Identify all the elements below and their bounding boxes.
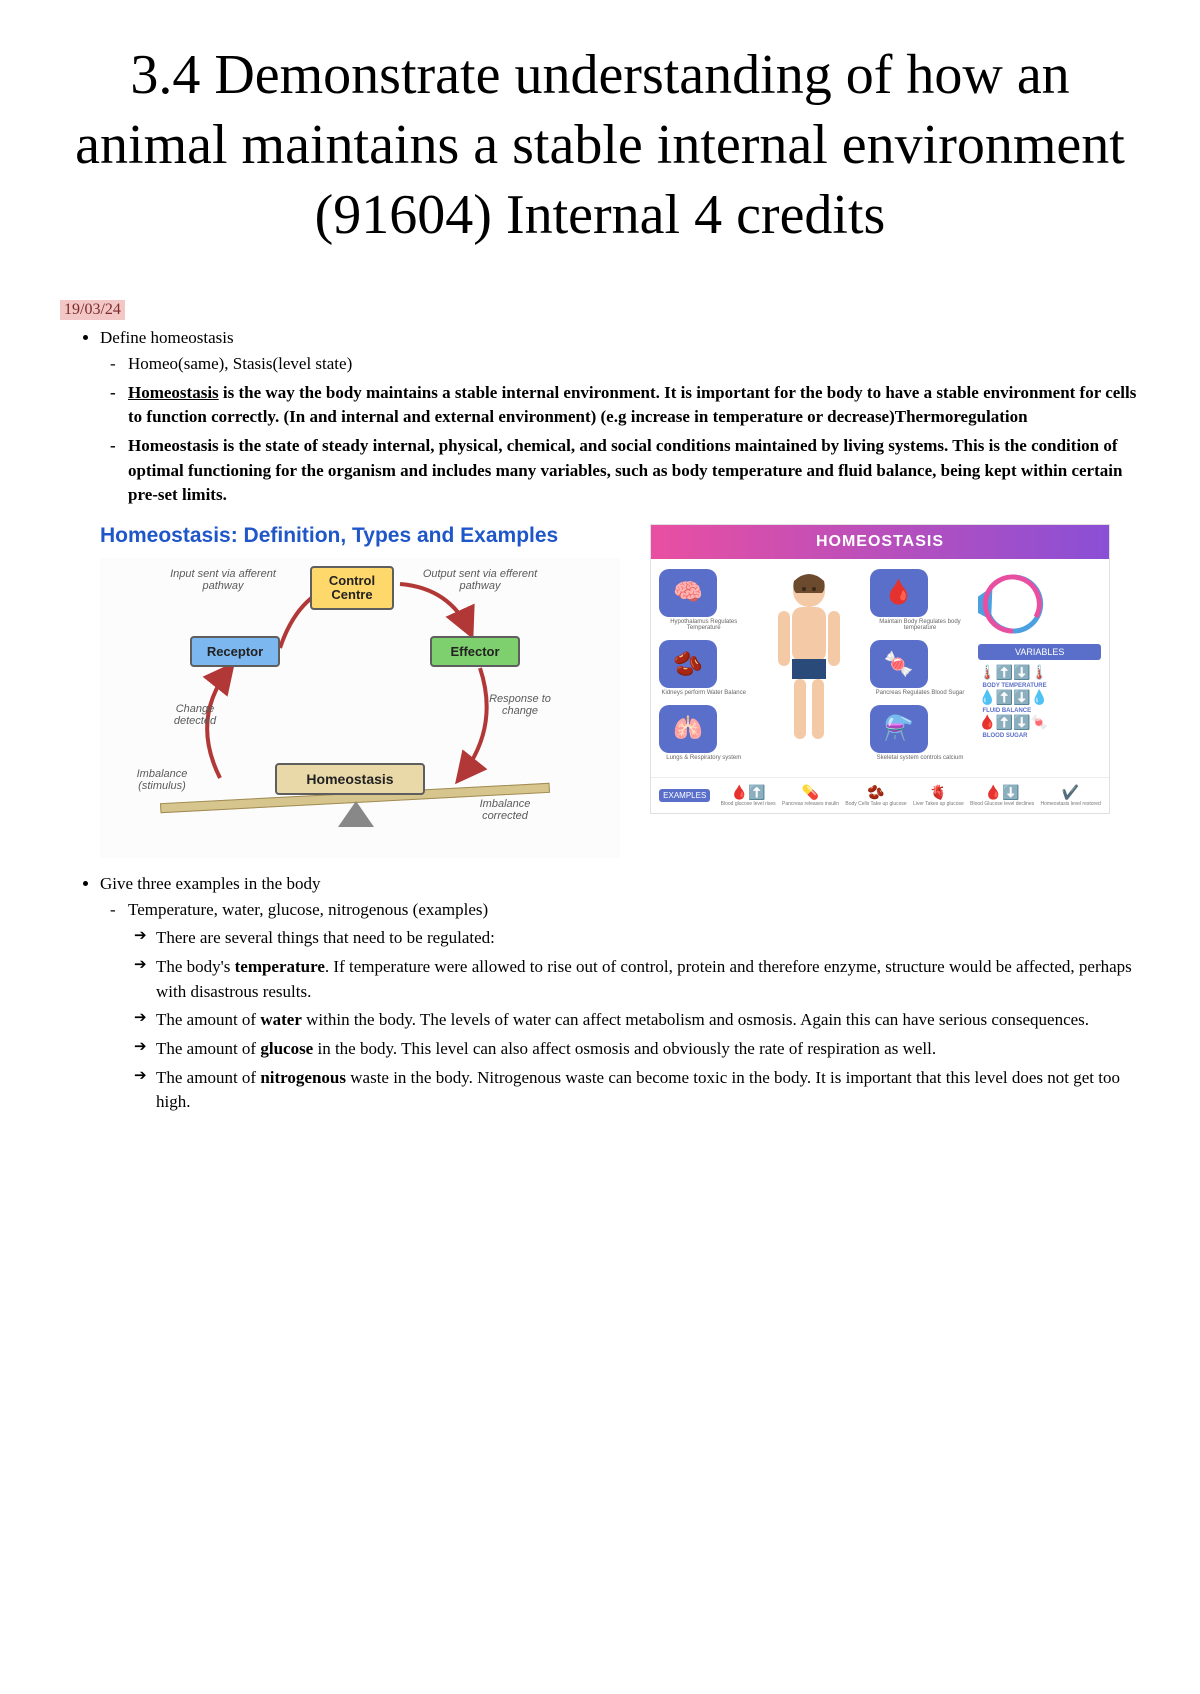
blood-icon: 🩸 [870,569,928,617]
temperature-point: The body's temperature. If temperature w… [156,955,1140,1004]
homeostasis-cycle-diagram: Homeostasis: Definition, Types and Examp… [100,524,620,858]
cycle-icon [978,569,1048,639]
person-graphic [757,569,862,769]
infographic-header: HOMEOSTASIS [651,525,1109,559]
left-organ-column: 🧠Hypothalamus Regulates Temperature 🫘Kid… [659,569,749,769]
variables-heading: VARIABLES [978,644,1101,660]
var-row-fluid: 💧⬆️⬇️💧 [978,689,1101,706]
page-title: 3.4 Demonstrate understanding of how an … [60,40,1140,250]
output-label: Output sent via efferent pathway [420,568,540,593]
var-row-sugar: 🩸⬆️⬇️🍬 [978,714,1101,731]
intro-line: There are several things that need to be… [156,926,1140,951]
brain-icon: 🧠 [659,569,717,617]
control-centre-box: Control Centre [310,566,394,611]
water-point: The amount of water within the body. The… [156,1008,1140,1033]
homeostasis-term: Homeostasis [128,383,219,402]
receptor-box: Receptor [190,636,280,667]
nitrogenous-point: The amount of nitrogenous waste in the b… [156,1066,1140,1115]
glucose-point: The amount of glucose in the body. This … [156,1037,1140,1062]
pancreas-icon: 🍬 [870,640,928,688]
effector-box: Effector [430,636,520,667]
right-organ-column: 🩸Maintain Body Regulates body temperatur… [870,569,971,769]
lungs-icon: 🫁 [659,705,717,753]
date-stamp: 19/03/24 [60,300,125,320]
homeostasis-infographic: HOMEOSTASIS 🧠Hypothalamus Regulates Temp… [650,524,1110,814]
section1-heading: Define homeostasis [100,328,1140,348]
skeletal-icon: ⚗️ [870,705,928,753]
homeostasis-box: Homeostasis [275,763,425,795]
examples-line: Temperature, water, glucose, nitrogenous… [128,898,1140,923]
section2-heading: Give three examples in the body [100,874,1140,894]
examples-label: EXAMPLES [659,789,710,802]
change-label: Change detected [160,703,230,728]
variables-panel: VARIABLES 🌡️⬆️⬇️🌡️ BODY TEMPERATURE 💧⬆️⬇… [978,569,1101,769]
var-row-temp: 🌡️⬆️⬇️🌡️ [978,664,1101,681]
etymology-line: Homeo(same), Stasis(level state) [128,352,1140,377]
kidney-icon: 🫘 [659,640,717,688]
definition-1-rest: is the way the body maintains a stable i… [128,383,1136,427]
definition-2: Homeostasis is the state of steady inter… [128,434,1140,508]
response-label: Response to change [480,693,560,718]
diagram1-title: Homeostasis: Definition, Types and Examp… [100,524,620,548]
examples-strip: EXAMPLES 🩸⬆️Blood glucose level rises 💊P… [651,777,1109,813]
definition-1: Homeostasis is the way the body maintain… [128,381,1140,430]
input-label: Input sent via afferent pathway [168,568,278,593]
